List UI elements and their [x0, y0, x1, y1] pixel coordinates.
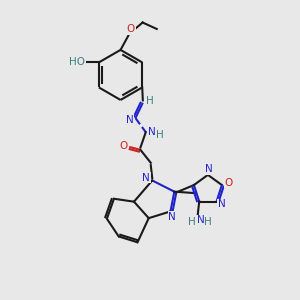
Text: N: N [197, 215, 205, 225]
Text: N: N [168, 212, 176, 222]
Text: H: H [188, 217, 196, 227]
Text: N: N [148, 127, 156, 137]
Text: O: O [119, 141, 128, 151]
Text: N: N [205, 164, 212, 174]
Text: N: N [142, 172, 150, 182]
Text: O: O [224, 178, 232, 188]
Text: H: H [204, 217, 212, 227]
Text: H: H [156, 130, 164, 140]
Text: N: N [126, 115, 134, 124]
Text: N: N [218, 200, 226, 209]
Text: H: H [146, 96, 154, 106]
Text: O: O [127, 24, 135, 34]
Text: HO: HO [69, 57, 85, 68]
